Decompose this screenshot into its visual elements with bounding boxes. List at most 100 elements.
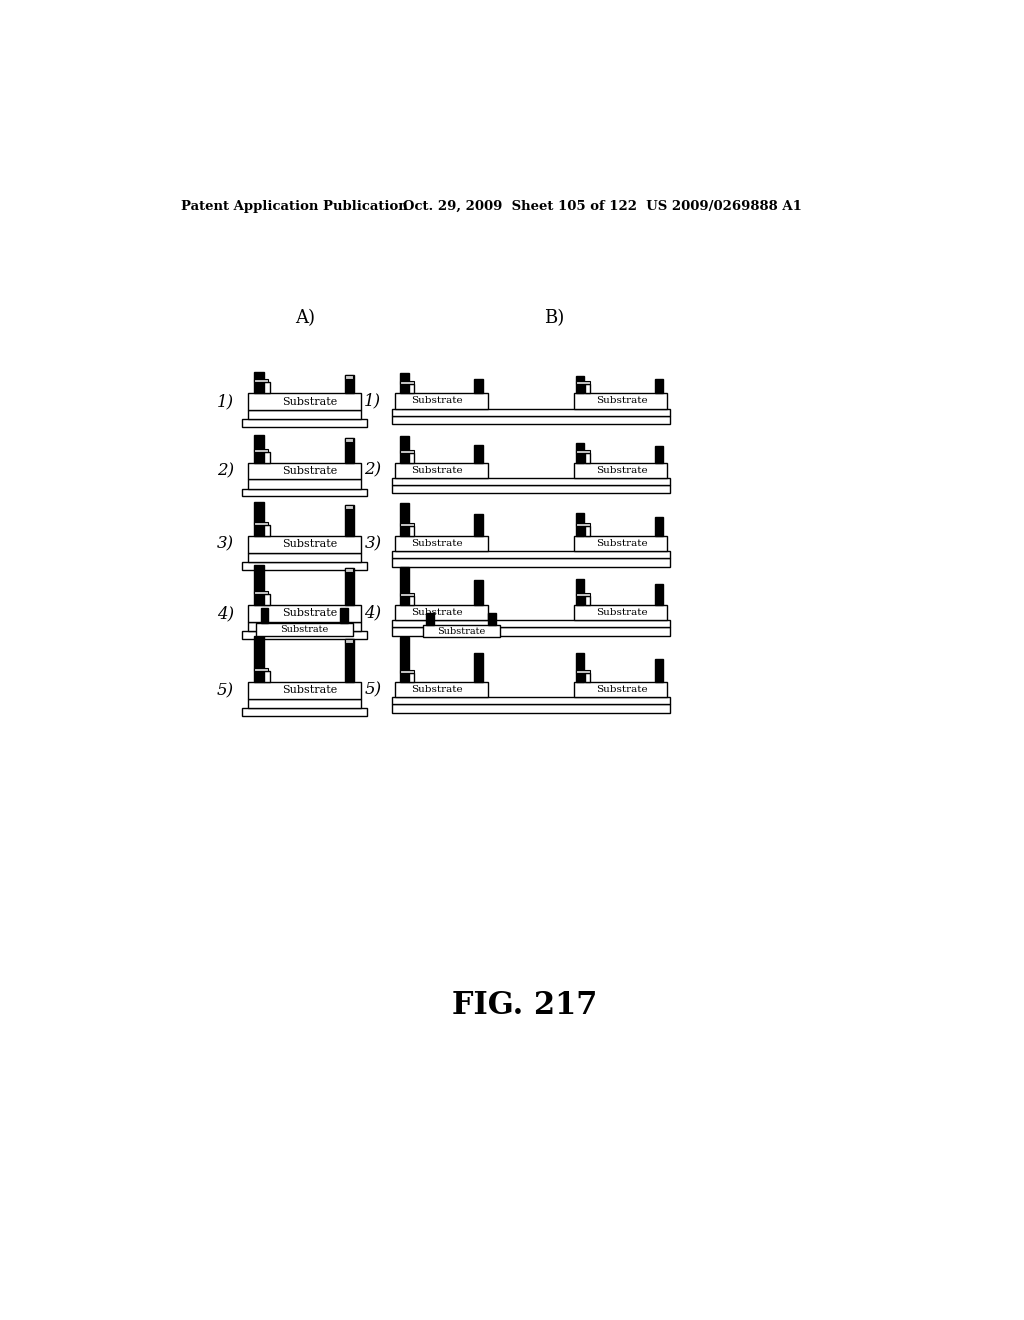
Bar xyxy=(400,450,414,453)
Bar xyxy=(395,462,488,478)
Bar xyxy=(474,515,483,536)
Text: 4): 4) xyxy=(365,605,381,622)
Bar xyxy=(264,525,270,536)
Bar xyxy=(474,653,483,682)
Bar xyxy=(586,384,590,393)
Text: Substrate: Substrate xyxy=(412,396,463,405)
Bar xyxy=(392,705,670,713)
Bar xyxy=(400,503,409,536)
Bar xyxy=(655,517,663,536)
Bar xyxy=(254,668,268,671)
Bar xyxy=(254,591,268,594)
Bar xyxy=(573,605,667,620)
Text: 2): 2) xyxy=(217,462,234,479)
Bar xyxy=(575,450,590,453)
Bar xyxy=(575,593,590,595)
Bar xyxy=(400,669,414,673)
Bar xyxy=(248,700,360,708)
Bar xyxy=(573,393,667,409)
Bar xyxy=(395,605,488,620)
Bar xyxy=(254,379,268,383)
Text: Substrate: Substrate xyxy=(283,609,338,619)
Text: 1): 1) xyxy=(365,392,381,409)
Bar xyxy=(248,479,360,488)
Bar xyxy=(264,383,270,393)
Bar xyxy=(575,512,585,536)
Bar xyxy=(345,506,354,536)
Bar xyxy=(345,568,354,605)
Bar xyxy=(345,504,352,508)
Bar xyxy=(410,384,414,393)
Bar xyxy=(392,627,670,636)
Bar xyxy=(248,411,360,420)
Text: Substrate: Substrate xyxy=(283,539,338,549)
Bar xyxy=(248,605,360,622)
Bar xyxy=(248,553,360,562)
Bar xyxy=(410,673,414,682)
Bar xyxy=(242,562,367,570)
Text: Substrate: Substrate xyxy=(281,626,329,634)
Text: Substrate: Substrate xyxy=(283,685,338,696)
Text: Substrate: Substrate xyxy=(412,539,463,548)
Text: Substrate: Substrate xyxy=(596,685,648,694)
Text: B): B) xyxy=(544,310,564,327)
Bar xyxy=(392,416,670,424)
Bar xyxy=(395,393,488,409)
Bar xyxy=(400,374,409,393)
Text: Substrate: Substrate xyxy=(412,466,463,475)
Bar xyxy=(256,623,352,636)
Bar xyxy=(400,523,414,527)
Bar xyxy=(392,409,670,416)
Bar xyxy=(400,566,409,605)
Bar xyxy=(474,379,483,393)
Bar xyxy=(248,622,360,631)
Bar xyxy=(426,612,434,626)
Bar xyxy=(395,536,488,552)
Bar xyxy=(410,595,414,605)
Bar xyxy=(400,437,409,462)
Text: 1): 1) xyxy=(217,393,234,411)
Text: FIG. 217: FIG. 217 xyxy=(453,990,597,1020)
Bar xyxy=(392,484,670,494)
Text: 5): 5) xyxy=(365,681,381,698)
Bar xyxy=(254,636,263,682)
Bar xyxy=(392,697,670,705)
Bar xyxy=(392,620,670,627)
Text: Substrate: Substrate xyxy=(596,396,648,405)
Bar xyxy=(488,612,496,626)
Bar xyxy=(575,578,585,605)
Bar xyxy=(254,565,263,605)
Bar xyxy=(655,585,663,605)
Bar xyxy=(248,393,360,411)
Bar xyxy=(586,453,590,462)
Bar xyxy=(242,488,367,496)
Bar xyxy=(400,638,409,682)
Text: Substrate: Substrate xyxy=(412,685,463,694)
Bar xyxy=(254,434,263,462)
Bar xyxy=(345,639,354,682)
Bar xyxy=(474,579,483,605)
Bar xyxy=(254,502,263,536)
Text: 3): 3) xyxy=(217,536,234,553)
Bar xyxy=(260,609,268,623)
Text: Substrate: Substrate xyxy=(283,397,338,407)
Bar xyxy=(586,595,590,605)
Bar xyxy=(254,521,268,525)
Bar xyxy=(395,682,488,697)
Text: 2): 2) xyxy=(365,462,381,479)
Text: Oct. 29, 2009  Sheet 105 of 122  US 2009/0269888 A1: Oct. 29, 2009 Sheet 105 of 122 US 2009/0… xyxy=(403,199,802,213)
Bar xyxy=(242,631,367,639)
Bar xyxy=(345,438,354,462)
Bar xyxy=(655,446,663,462)
Text: Patent Application Publication: Patent Application Publication xyxy=(180,199,408,213)
Text: 5): 5) xyxy=(217,682,234,700)
Bar xyxy=(345,375,352,379)
Bar xyxy=(392,478,670,484)
Text: Substrate: Substrate xyxy=(596,539,648,548)
Bar xyxy=(474,445,483,462)
Bar xyxy=(575,523,590,527)
Bar xyxy=(575,442,585,462)
Bar xyxy=(264,594,270,605)
Bar xyxy=(345,438,352,442)
Text: Substrate: Substrate xyxy=(596,466,648,475)
